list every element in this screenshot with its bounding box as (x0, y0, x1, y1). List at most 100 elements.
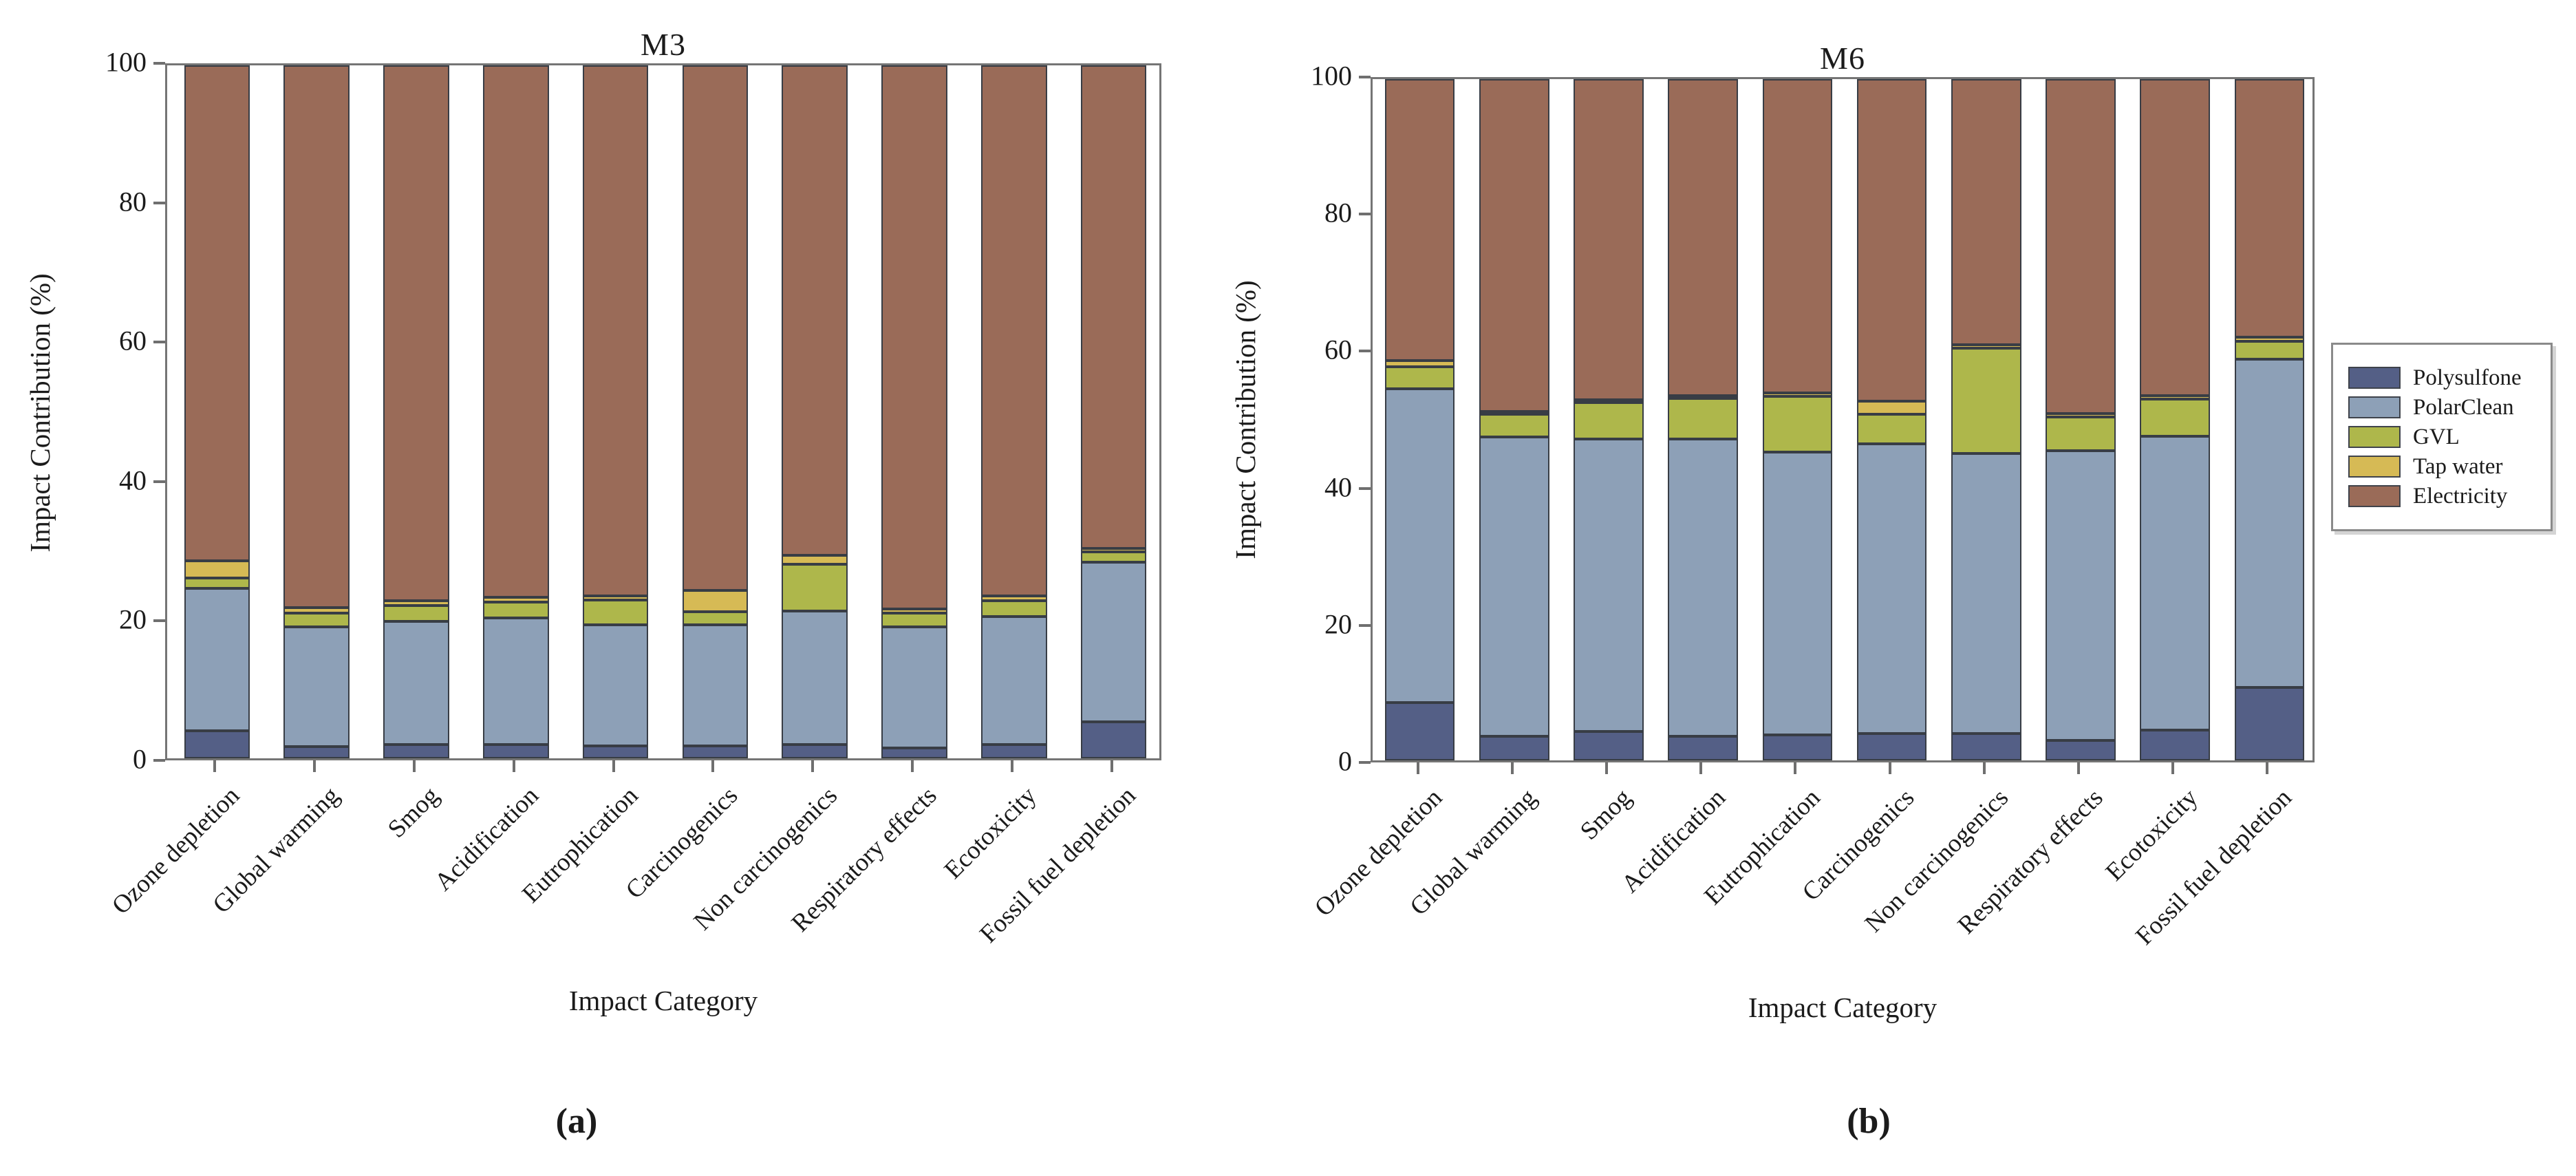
bar-segment-tap-water (2140, 396, 2210, 400)
legend-row: Electricity (2348, 484, 2551, 508)
y-tick-label: 100 (105, 46, 147, 78)
bar-segment-polysulfone (2234, 687, 2305, 760)
legend-row: PolarClean (2348, 396, 2551, 419)
bar-segment-electricity (2046, 79, 2116, 414)
bar-segment-polysulfone (2046, 740, 2116, 760)
stacked-bar (483, 65, 549, 758)
bar-segment-polarclean (184, 588, 250, 731)
x-tick-mark (1888, 762, 1891, 774)
legend-swatch-polarclean (2348, 396, 2401, 418)
bar-segment-electricity (881, 65, 947, 609)
bar-segment-tap-water (1479, 411, 1549, 415)
bar-segment-polysulfone (881, 747, 947, 758)
bar-segment-electricity (2234, 79, 2305, 338)
y-tick-label: 80 (119, 186, 147, 217)
chart-a-x-axis-label: Impact Category (568, 985, 758, 1016)
stacked-bar (1762, 79, 1833, 760)
legend-swatch-tap-water (2348, 456, 2401, 478)
bar-segment-gvl (1668, 398, 1738, 439)
caption-b: (b) (1847, 1102, 1891, 1141)
stacked-bar (283, 65, 350, 758)
bar-segment-tap-water (1951, 345, 2021, 349)
stacked-bar (1574, 79, 1644, 760)
stacked-bar (184, 65, 250, 758)
bar-segment-gvl (1762, 396, 1833, 452)
legend: Polysulfone PolarClean GVL Tap water Electri… (2331, 343, 2553, 531)
x-category-label: Smog (382, 781, 444, 844)
y-tick-mark (153, 480, 165, 483)
bar-segment-polysulfone (2140, 730, 2210, 760)
x-tick-mark (811, 760, 815, 772)
x-tick-mark (1110, 760, 1113, 772)
bar-segment-electricity (283, 65, 350, 608)
x-tick-mark (1510, 762, 1514, 774)
y-tick-label: 60 (119, 325, 147, 356)
bar-segment-gvl (1856, 414, 1927, 444)
bar-segment-tap-water (1856, 401, 1927, 415)
x-tick-mark (1699, 762, 1703, 774)
bar-segment-tap-water (1762, 393, 1833, 397)
bar-segment-tap-water (881, 608, 947, 613)
x-tick-mark (313, 760, 316, 772)
bar-segment-polysulfone (981, 744, 1047, 758)
bar-segment-tap-water (682, 590, 749, 612)
x-tick-mark (213, 760, 217, 772)
bar-segment-polarclean (2140, 436, 2210, 731)
bar-segment-polarclean (283, 626, 350, 747)
y-tick-mark (1359, 761, 1371, 764)
y-tick-mark (1359, 350, 1371, 353)
bar-segment-polarclean (782, 610, 848, 745)
stacked-bar (2140, 79, 2210, 760)
bar-segment-tap-water (1080, 548, 1147, 552)
bar-segment-polarclean (682, 624, 749, 746)
bar-segment-tap-water (981, 596, 1047, 601)
legend-swatch-electricity (2348, 485, 2401, 507)
x-category-label: Ecotoxicity (938, 781, 1042, 885)
y-tick-label: 100 (1311, 60, 1352, 92)
chart-a-title: M3 (641, 27, 686, 62)
y-tick-label: 40 (119, 464, 147, 496)
bar-segment-polysulfone (782, 744, 848, 758)
x-category-label: Fossil fuel depletion (2130, 783, 2298, 951)
bar-segment-polarclean (2046, 450, 2116, 741)
bar-segment-polysulfone (184, 730, 250, 758)
chart-b-title: M6 (1820, 41, 1865, 76)
y-tick-mark (153, 759, 165, 762)
bar-segment-electricity (483, 65, 549, 598)
bar-segment-tap-water (184, 561, 250, 579)
bar-segment-electricity (981, 65, 1047, 597)
bar-segment-gvl (283, 612, 350, 627)
x-tick-mark (612, 760, 615, 772)
bar-segment-gvl (1951, 348, 2021, 453)
y-tick-mark (153, 341, 165, 344)
legend-label: Polysulfone (2413, 365, 2522, 390)
bar-segment-polysulfone (283, 746, 350, 758)
bar-segment-gvl (2234, 341, 2305, 359)
bar-segment-gvl (2140, 399, 2210, 436)
y-tick-mark (153, 62, 165, 65)
x-tick-mark (2171, 762, 2175, 774)
bar-segment-polysulfone (1384, 702, 1455, 760)
bar-segment-electricity (1479, 79, 1549, 412)
x-tick-mark (711, 760, 715, 772)
x-tick-mark (1982, 762, 1986, 774)
chart-a-plot-area (165, 63, 1161, 760)
bar-segment-polarclean (582, 624, 649, 746)
bar-segment-polysulfone (1951, 734, 2021, 760)
bar-segment-tap-water (1668, 396, 1738, 399)
bar-segment-polarclean (881, 626, 947, 748)
bar-segment-gvl (1080, 551, 1147, 563)
bar-segment-electricity (1080, 65, 1147, 548)
y-tick-mark (1359, 213, 1371, 216)
x-tick-mark (911, 760, 914, 772)
bar-segment-tap-water (483, 597, 549, 603)
chart-a-y-axis-label: Impact Contribution (%) (24, 273, 56, 553)
bar-segment-polarclean (981, 616, 1047, 745)
bar-segment-polarclean (1080, 562, 1147, 722)
legend-row: Polysulfone (2348, 365, 2551, 390)
legend-row: GVL (2348, 425, 2551, 449)
bar-segment-tap-water (1384, 360, 1455, 367)
bar-segment-gvl (881, 612, 947, 627)
legend-label: Tap water (2413, 453, 2503, 479)
